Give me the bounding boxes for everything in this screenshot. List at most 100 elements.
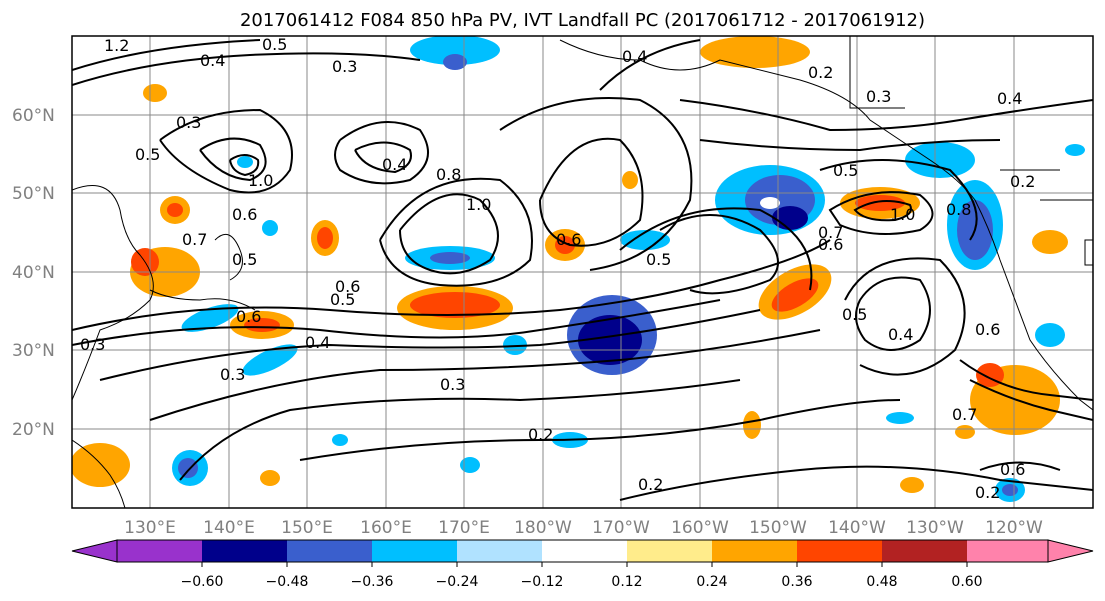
negative-anomaly (262, 220, 278, 236)
lon-label: 130°W (906, 518, 964, 538)
colorbar-segment (117, 540, 202, 562)
colorbar-segment (457, 540, 542, 562)
colorbar-frame (116, 539, 1049, 563)
contour-label: 1.0 (466, 195, 491, 214)
contour-label: 0.4 (888, 325, 913, 344)
contour-label: 0.5 (330, 290, 355, 309)
positive-anomaly (244, 318, 280, 332)
contour-label: 0.5 (646, 250, 671, 269)
map-title: 2017061412 F084 850 hPa PV, IVT Landfall… (239, 10, 926, 31)
contour-label: 0.3 (440, 375, 465, 394)
contour-label: 0.2 (638, 475, 663, 494)
colorbar-tick-labels: −0.60 −0.48 −0.36 −0.24 −0.12 0.12 0.24 … (181, 574, 983, 590)
contour-label: 0.6 (975, 320, 1000, 339)
positive-anomaly (317, 227, 333, 249)
positive-anomaly (771, 278, 819, 312)
negative-anomaly (178, 458, 198, 478)
contour-label: 0.4 (997, 89, 1022, 108)
colorbar-extend-low (71, 539, 118, 563)
contour-label: 0.5 (135, 145, 160, 164)
colorbar-segment (372, 540, 457, 562)
colorbar-tick-label: −0.36 (351, 574, 394, 590)
lat-label: 40°N (12, 263, 55, 283)
contour-label: 0.8 (436, 165, 461, 184)
contour-label: 0.2 (808, 63, 833, 82)
colorbar-segment (882, 540, 967, 562)
positive-anomaly (1032, 230, 1068, 254)
colorbar-segment (797, 540, 882, 562)
lat-label: 20°N (12, 420, 55, 440)
positive-anomaly (900, 477, 924, 493)
contour-label: 0.2 (1010, 172, 1035, 191)
negative-anomaly (460, 457, 480, 473)
positive-anomaly (72, 443, 130, 487)
positive-anomaly (260, 470, 280, 486)
lon-label: 180°W (514, 518, 572, 538)
colorbar-tick-label: 0.36 (781, 574, 812, 590)
lat-label: 30°N (12, 341, 55, 361)
colorbar-tick-label: −0.24 (436, 574, 479, 590)
colorbar-tick-label: 0.24 (696, 574, 727, 590)
positive-anomaly (743, 411, 761, 439)
negative-anomaly (905, 142, 975, 178)
contour-label: 0.8 (946, 200, 971, 219)
negative-anomaly (181, 304, 239, 332)
negative-anomaly (620, 230, 670, 250)
colorbar-tick-label: −0.12 (521, 574, 564, 590)
colorbar-tick-label: −0.60 (181, 574, 224, 590)
colorbar-tick-label: 0.60 (951, 574, 982, 590)
negative-anomaly (242, 344, 298, 376)
contour-label: 0.6 (232, 205, 257, 224)
lon-label: 140°W (828, 518, 886, 538)
positive-anomaly (700, 36, 810, 68)
positive-anomaly (622, 171, 638, 189)
contour-label: 0.4 (382, 155, 407, 174)
contour-label: 0.5 (833, 161, 858, 180)
negative-anomaly (430, 252, 470, 264)
negative-anomaly (1035, 323, 1065, 347)
map-border (71, 35, 1094, 509)
contour-label: 0.7 (818, 223, 843, 242)
contour-label: 0.5 (842, 305, 867, 324)
lon-label: 170°E (438, 518, 490, 538)
contour-label: 0.7 (952, 405, 977, 424)
colorbar-extend-high (1047, 539, 1094, 563)
colorbar-tick-label: 0.48 (866, 574, 897, 590)
latitude-labels: 60°N 50°N 40°N 30°N 20°N (12, 106, 55, 440)
contour-label: 1.2 (104, 36, 129, 55)
colorbar-segment (287, 540, 372, 562)
colorbar-segment (967, 540, 1048, 562)
lat-label: 60°N (12, 106, 55, 126)
negative-anomaly (578, 315, 642, 365)
contour-label: 0.3 (220, 365, 245, 384)
colorbar-segment (542, 540, 627, 562)
shading-layer (72, 36, 1085, 502)
contour-lines (72, 39, 1093, 501)
negative-anomaly (1002, 484, 1018, 496)
lon-label: 120°W (985, 518, 1043, 538)
contour-label: 0.7 (182, 230, 207, 249)
colorbar-tick-label: −0.48 (266, 574, 309, 590)
contour-label: 0.4 (305, 333, 330, 352)
contour-label: 0.2 (975, 483, 1000, 502)
lon-label: 150°W (749, 518, 807, 538)
longitude-labels: 130°E 140°E 150°E 160°E 170°E 180°W 170°… (124, 518, 1043, 538)
contour-label: 0.3 (866, 87, 891, 106)
lon-label: 160°W (671, 518, 729, 538)
contour-label: 0.6 (1000, 460, 1025, 479)
contour-label: 0.4 (200, 51, 225, 70)
contour-label: 1.0 (890, 205, 915, 224)
contour-label: 0.6 (335, 277, 360, 296)
graticule (72, 36, 1093, 508)
contour-label: 0.2 (528, 425, 553, 444)
contour-label-layer: 1.2 0.4 0.5 0.3 0.4 0.2 0.3 0.4 0.3 0.5 … (80, 35, 1035, 502)
negative-anomaly (760, 197, 780, 209)
contour-label: 0.3 (80, 335, 105, 354)
colorbar-segment (202, 540, 287, 562)
negative-anomaly (332, 434, 348, 446)
colorbar-segment (627, 540, 712, 562)
colorbar-ticks (201, 562, 968, 567)
colorbar-segment (712, 540, 797, 562)
negative-anomaly (1065, 144, 1085, 156)
